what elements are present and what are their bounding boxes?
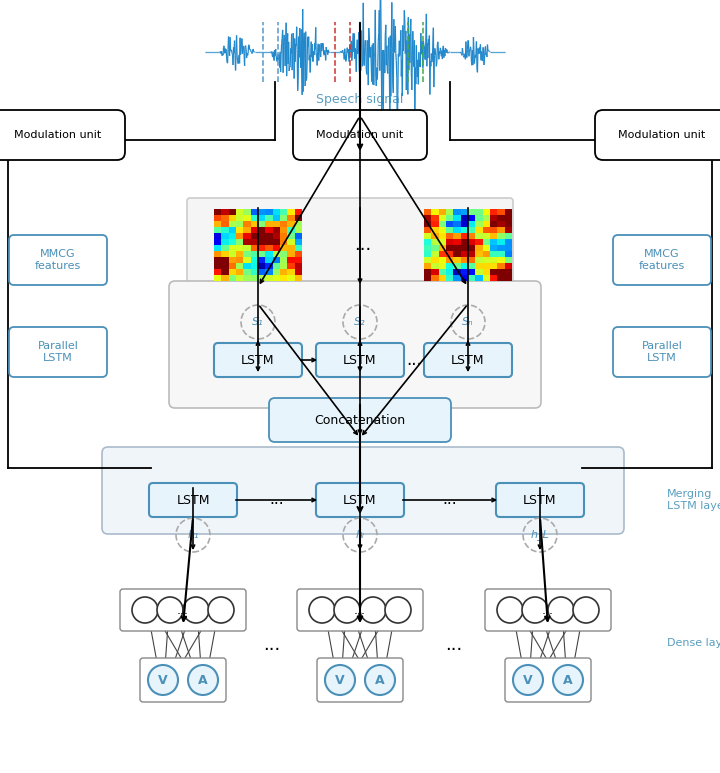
Circle shape	[183, 597, 209, 623]
Text: V: V	[523, 673, 533, 686]
Text: ...: ...	[446, 636, 463, 654]
Circle shape	[148, 665, 178, 695]
FancyBboxPatch shape	[297, 589, 423, 631]
Text: Parallel
LSTM: Parallel LSTM	[37, 341, 78, 363]
FancyBboxPatch shape	[0, 110, 125, 160]
Text: Merging
LSTM layer: Merging LSTM layer	[667, 489, 720, 511]
Text: LSTM: LSTM	[343, 493, 377, 506]
FancyBboxPatch shape	[102, 447, 624, 534]
Circle shape	[208, 597, 234, 623]
Circle shape	[497, 597, 523, 623]
Text: ...: ...	[177, 604, 189, 617]
Text: A: A	[563, 673, 573, 686]
Text: hᵢ: hᵢ	[356, 530, 364, 540]
Text: ...: ...	[406, 351, 422, 369]
Circle shape	[334, 597, 360, 623]
FancyBboxPatch shape	[595, 110, 720, 160]
Circle shape	[132, 597, 158, 623]
Text: Concatenation: Concatenation	[315, 414, 405, 427]
Text: Dense layer: Dense layer	[667, 638, 720, 648]
Text: Speech signal: Speech signal	[316, 94, 404, 107]
Text: A: A	[198, 673, 208, 686]
Text: Sₙ: Sₙ	[462, 317, 474, 327]
FancyBboxPatch shape	[187, 198, 513, 292]
Text: LSTM: LSTM	[343, 353, 377, 366]
Circle shape	[325, 665, 355, 695]
Circle shape	[157, 597, 183, 623]
Circle shape	[573, 597, 599, 623]
FancyBboxPatch shape	[269, 398, 451, 442]
Circle shape	[548, 597, 574, 623]
FancyBboxPatch shape	[485, 589, 611, 631]
Text: ...: ...	[542, 604, 554, 617]
Text: Modulation unit: Modulation unit	[316, 130, 404, 140]
Text: ...: ...	[443, 492, 457, 508]
Text: A: A	[375, 673, 384, 686]
Text: S₁: S₁	[252, 317, 264, 327]
Text: Parallel
LSTM: Parallel LSTM	[642, 341, 683, 363]
Text: LSTM: LSTM	[241, 353, 275, 366]
Text: V: V	[336, 673, 345, 686]
Text: S₂: S₂	[354, 317, 366, 327]
FancyBboxPatch shape	[120, 589, 246, 631]
Text: MMCG
features: MMCG features	[639, 249, 685, 271]
FancyBboxPatch shape	[505, 658, 591, 702]
FancyBboxPatch shape	[140, 658, 226, 702]
Circle shape	[553, 665, 583, 695]
Text: ...: ...	[269, 492, 284, 508]
Circle shape	[513, 665, 543, 695]
FancyBboxPatch shape	[9, 235, 107, 285]
Text: Modulation unit: Modulation unit	[618, 130, 706, 140]
Text: ...: ...	[354, 236, 372, 254]
Text: LSTM: LSTM	[451, 353, 485, 366]
FancyBboxPatch shape	[424, 343, 512, 377]
FancyBboxPatch shape	[169, 281, 541, 408]
FancyBboxPatch shape	[496, 483, 584, 517]
Text: ...: ...	[263, 636, 280, 654]
Text: V: V	[158, 673, 168, 686]
Circle shape	[522, 597, 548, 623]
Circle shape	[385, 597, 411, 623]
FancyBboxPatch shape	[317, 658, 403, 702]
FancyBboxPatch shape	[214, 343, 302, 377]
FancyBboxPatch shape	[293, 110, 427, 160]
FancyBboxPatch shape	[613, 235, 711, 285]
FancyBboxPatch shape	[149, 483, 237, 517]
Text: ...: ...	[354, 604, 366, 617]
Text: LSTM: LSTM	[523, 493, 557, 506]
Circle shape	[360, 597, 386, 623]
Text: LSTM: LSTM	[176, 493, 210, 506]
Text: MMCG
features: MMCG features	[35, 249, 81, 271]
FancyBboxPatch shape	[613, 327, 711, 377]
Text: Modulation unit: Modulation unit	[14, 130, 102, 140]
Text: h_L: h_L	[531, 530, 549, 540]
Circle shape	[365, 665, 395, 695]
Text: h₁: h₁	[187, 530, 199, 540]
FancyBboxPatch shape	[9, 327, 107, 377]
FancyBboxPatch shape	[316, 483, 404, 517]
Circle shape	[309, 597, 335, 623]
Circle shape	[188, 665, 218, 695]
FancyBboxPatch shape	[316, 343, 404, 377]
